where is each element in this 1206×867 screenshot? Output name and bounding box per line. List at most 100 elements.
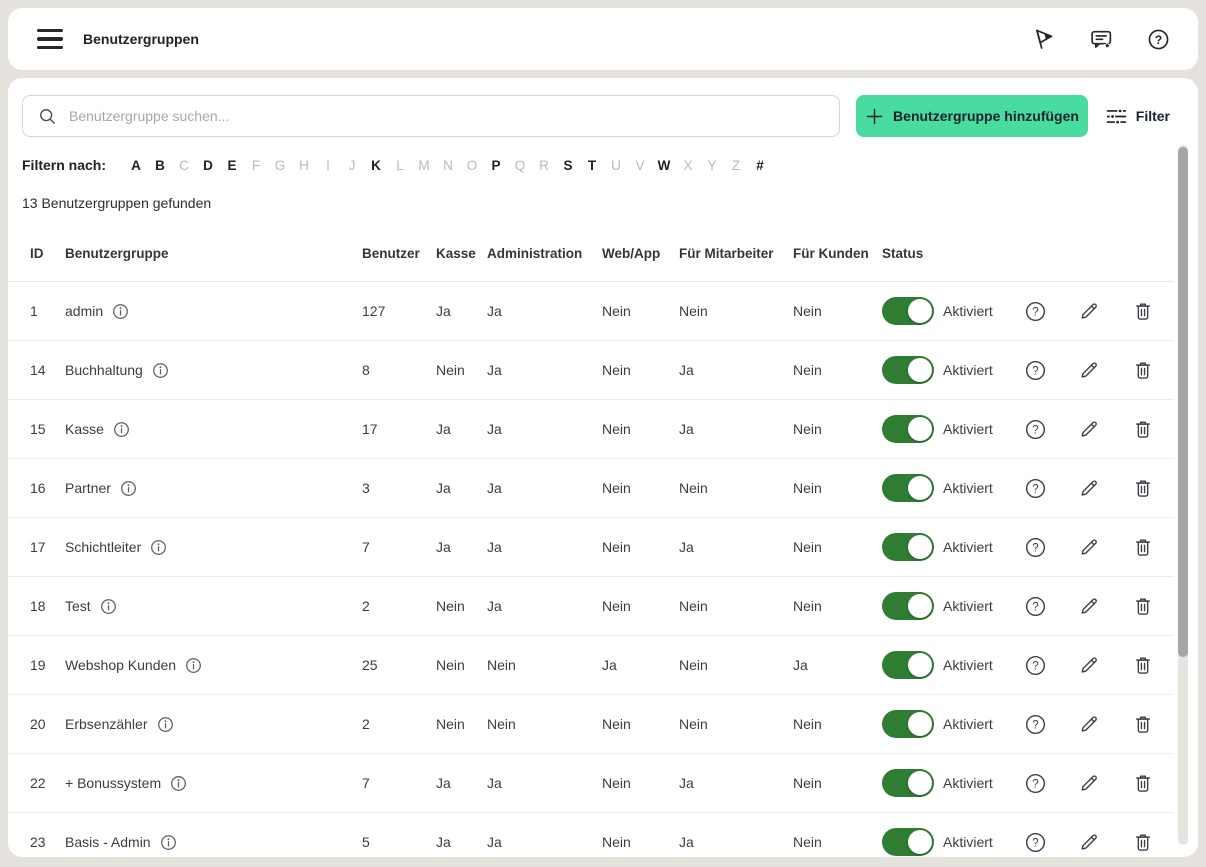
alphabet-letter-#[interactable]: # — [756, 157, 764, 173]
info-icon[interactable] — [100, 598, 117, 615]
info-icon[interactable] — [160, 834, 177, 851]
row-name: Kasse — [65, 421, 104, 437]
row-benutzer: 5 — [362, 834, 370, 850]
scrollbar-thumb[interactable] — [1178, 147, 1188, 657]
row-help-button[interactable]: ? — [1018, 766, 1052, 800]
row-edit-button[interactable] — [1072, 294, 1106, 328]
row-kasse: Ja — [436, 421, 451, 437]
flag-icon[interactable] — [1031, 26, 1057, 52]
search-input[interactable] — [67, 107, 829, 125]
alphabet-letter-K[interactable]: K — [371, 157, 381, 173]
toggle-knob — [908, 535, 932, 559]
row-edit-button[interactable] — [1072, 471, 1106, 505]
row-help-button[interactable]: ? — [1018, 530, 1052, 564]
row-edit-button[interactable] — [1072, 589, 1106, 623]
row-help-button[interactable]: ? — [1018, 707, 1052, 741]
row-delete-button[interactable] — [1126, 766, 1160, 800]
row-benutzer: 127 — [362, 303, 386, 319]
row-id: 1 — [30, 303, 38, 319]
row-fuer_mitarbeiter: Nein — [679, 303, 708, 319]
alphabet-letter-S[interactable]: S — [563, 157, 573, 173]
alphabet-letter-G: G — [274, 157, 286, 173]
row-delete-button[interactable] — [1126, 825, 1160, 857]
row-edit-button[interactable] — [1072, 707, 1106, 741]
row-help-button[interactable]: ? — [1018, 589, 1052, 623]
info-icon[interactable] — [157, 716, 174, 733]
row-name: Webshop Kunden — [65, 657, 177, 673]
alphabet-letter-P[interactable]: P — [491, 157, 501, 173]
row-help-button[interactable]: ? — [1018, 412, 1052, 446]
row-administration: Ja — [487, 775, 502, 791]
info-icon[interactable] — [150, 539, 167, 556]
status-toggle[interactable] — [882, 415, 934, 443]
alphabet-letter-E[interactable]: E — [227, 157, 237, 173]
row-delete-button[interactable] — [1126, 530, 1160, 564]
row-delete-button[interactable] — [1126, 589, 1160, 623]
toggle-knob — [908, 299, 932, 323]
row-fuer_kunden: Nein — [793, 834, 822, 850]
status-toggle[interactable] — [882, 592, 934, 620]
toggle-knob — [908, 771, 932, 795]
row-edit-button[interactable] — [1072, 530, 1106, 564]
row-edit-button[interactable] — [1072, 648, 1106, 682]
add-user-group-label: Benutzergruppe hinzufügen — [893, 108, 1079, 124]
status-toggle[interactable] — [882, 828, 934, 856]
alphabet-letter-I: I — [326, 157, 330, 173]
row-status-cell: Aktiviert — [882, 474, 1008, 502]
svg-text:?: ? — [1032, 365, 1038, 377]
row-delete-button[interactable] — [1126, 648, 1160, 682]
alphabet-letter-D[interactable]: D — [203, 157, 213, 173]
add-user-group-button[interactable]: Benutzergruppe hinzufügen — [856, 95, 1088, 137]
row-fuer_mitarbeiter: Nein — [679, 657, 708, 673]
status-toggle[interactable] — [882, 651, 934, 679]
status-toggle[interactable] — [882, 533, 934, 561]
status-toggle[interactable] — [882, 356, 934, 384]
info-icon[interactable] — [170, 775, 187, 792]
status-toggle[interactable] — [882, 710, 934, 738]
row-webapp: Nein — [602, 480, 631, 496]
alphabet-letter-W[interactable]: W — [657, 157, 671, 173]
info-icon[interactable] — [113, 421, 130, 438]
row-edit-button[interactable] — [1072, 353, 1106, 387]
row-help-button[interactable]: ? — [1018, 294, 1052, 328]
status-toggle[interactable] — [882, 769, 934, 797]
row-help-button[interactable]: ? — [1018, 648, 1052, 682]
info-icon[interactable] — [120, 480, 137, 497]
feedback-icon[interactable] — [1088, 26, 1114, 52]
status-toggle[interactable] — [882, 297, 934, 325]
row-name: Basis - Admin — [65, 834, 151, 850]
row-webapp: Nein — [602, 834, 631, 850]
row-help-button[interactable]: ? — [1018, 825, 1052, 857]
row-kasse: Nein — [436, 657, 465, 673]
row-help-button[interactable]: ? — [1018, 471, 1052, 505]
menu-icon[interactable] — [37, 29, 63, 49]
table-row: 19 Webshop Kunden 25 Nein Nein Ja Nein Ja Aktivi… — [8, 636, 1174, 695]
status-toggle[interactable] — [882, 474, 934, 502]
info-icon[interactable] — [152, 362, 169, 379]
row-delete-button[interactable] — [1126, 412, 1160, 446]
row-delete-button[interactable] — [1126, 353, 1160, 387]
info-icon[interactable] — [112, 303, 129, 320]
search-icon — [40, 108, 55, 124]
row-delete-button[interactable] — [1126, 707, 1160, 741]
row-name: + Bonussystem — [65, 775, 162, 791]
alphabet-letter-T[interactable]: T — [587, 157, 597, 173]
row-kasse: Nein — [436, 716, 465, 732]
alphabet-letter-Y: Y — [707, 157, 717, 173]
alphabet-letter-A[interactable]: A — [131, 157, 141, 173]
app-header: Benutzergruppen ? — [8, 8, 1198, 70]
row-delete-button[interactable] — [1126, 294, 1160, 328]
filter-button[interactable]: Filter — [1106, 95, 1170, 137]
row-help-button[interactable]: ? — [1018, 353, 1052, 387]
row-id: 16 — [30, 480, 46, 496]
alphabet-letter-B[interactable]: B — [155, 157, 165, 173]
help-icon[interactable]: ? — [1145, 26, 1171, 52]
row-edit-button[interactable] — [1072, 412, 1106, 446]
info-icon[interactable] — [185, 657, 202, 674]
alphabet-letter-V: V — [635, 157, 645, 173]
row-edit-button[interactable] — [1072, 766, 1106, 800]
row-delete-button[interactable] — [1126, 471, 1160, 505]
table-row: 23 Basis - Admin 5 Ja Ja Nein Ja Nein Aktiviert? — [8, 813, 1174, 857]
table-row: 14 Buchhaltung 8 Nein Ja Nein Ja Nein Aktiviert? — [8, 341, 1174, 400]
row-edit-button[interactable] — [1072, 825, 1106, 857]
